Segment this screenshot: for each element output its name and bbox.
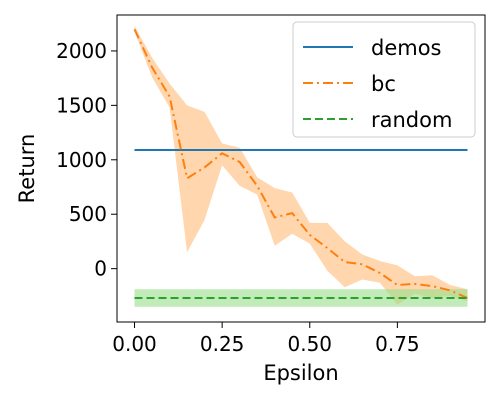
x-tick-label: 0.25 — [200, 332, 245, 356]
plot-frame — [116, 14, 486, 323]
legend-label-random: random — [371, 108, 452, 132]
legend-label-bc: bc — [371, 72, 396, 96]
y-axis-label: Return — [15, 134, 39, 204]
x-axis-label: Epsilon — [263, 361, 338, 385]
series-lines — [133, 28, 468, 299]
x-tick-label: 0.75 — [375, 332, 420, 356]
legend-label-demos: demos — [371, 36, 442, 60]
x-axis-ticks: 0.00 0.25 0.50 0.75 — [112, 322, 420, 356]
legend: demos bc random — [292, 21, 476, 138]
bc-line — [133, 28, 468, 299]
x-tick-label: 0.00 — [112, 332, 157, 356]
y-tick-label: 500 — [69, 202, 107, 226]
y-tick-label: 1500 — [56, 93, 107, 117]
confidence-bands — [134, 25, 468, 307]
y-tick-label: 2000 — [56, 39, 107, 63]
x-tick-label: 0.50 — [287, 332, 332, 356]
bc-band — [134, 25, 468, 305]
y-axis-ticks: 0 500 1000 1500 2000 — [56, 39, 117, 281]
y-tick-label: 1000 — [56, 148, 107, 172]
random-band — [134, 289, 468, 307]
y-tick-label: 0 — [94, 257, 107, 281]
legend-box — [292, 21, 476, 138]
